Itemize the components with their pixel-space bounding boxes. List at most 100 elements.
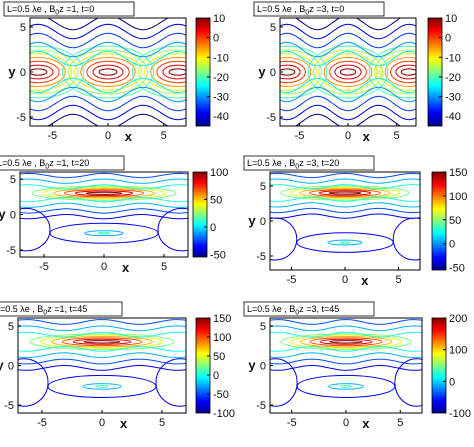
colorbar-tick-label: 0 — [449, 239, 455, 251]
y-tick-label: 5 — [8, 321, 14, 333]
contour-line — [30, 64, 54, 80]
svg-text:L=0.5 λe , B0z =3, t=45: L=0.5 λe , B0z =3, t=45 — [247, 304, 339, 317]
contour-line — [20, 207, 51, 252]
contour-lines — [30, 18, 186, 126]
contour-line — [328, 383, 364, 390]
contour-line — [280, 68, 296, 76]
contour-line — [61, 45, 155, 99]
contour-line — [30, 68, 48, 76]
colorbar-tick-label: 100 — [213, 332, 231, 344]
contour-line — [20, 184, 188, 190]
y-tick-label: 0 — [20, 67, 26, 79]
x-tick-label: 5 — [394, 130, 400, 142]
y-tick-label: 0 — [270, 67, 276, 79]
colorbar: 150 100 50 0 -50 -100 — [195, 313, 235, 420]
contour-line — [313, 49, 383, 95]
panel-6: -5 0 5 5 0 -5 x y L=0.5 λe , B0z =3, t=45 200 100 0… — [243, 301, 471, 431]
contour-line — [20, 178, 188, 184]
contour-line — [53, 188, 155, 199]
contour-line — [85, 191, 123, 195]
contour-line — [61, 337, 143, 347]
contour-line — [42, 186, 166, 200]
contour-line — [395, 64, 416, 80]
contour-line — [280, 77, 416, 94]
contour-line — [299, 187, 391, 199]
contour-line — [98, 68, 118, 76]
contour-line — [30, 49, 79, 95]
contour-line — [144, 53, 186, 91]
plot-area — [30, 18, 186, 126]
contour-line — [280, 50, 416, 67]
contour-line — [31, 185, 177, 201]
contour-line — [30, 23, 186, 40]
contour-line — [394, 358, 422, 407]
contour-line — [270, 365, 422, 371]
contour-line — [20, 208, 188, 214]
colorbar-tick-label: 0 — [213, 370, 219, 382]
contour-lines — [20, 172, 188, 252]
contour-line — [82, 383, 122, 390]
colorbar-tick-label: -20 — [213, 72, 229, 84]
contour-line — [162, 64, 186, 80]
colorbar-tick-label: -100 — [449, 408, 471, 420]
contour-line — [20, 202, 188, 208]
contour-line — [18, 331, 186, 338]
contour-line — [137, 49, 186, 95]
contour-line — [20, 197, 188, 203]
contour-line — [368, 45, 416, 99]
contour-line — [270, 319, 422, 325]
y-tick-label: -5 — [256, 251, 266, 263]
contour-lines — [270, 318, 422, 407]
contour-line — [339, 241, 351, 244]
contour-line — [97, 231, 111, 235]
colorbar-tick-label: 100 — [449, 345, 467, 357]
contour-line — [379, 53, 416, 91]
contour-line — [80, 57, 136, 87]
y-axis-label: y — [248, 213, 256, 228]
contour-line — [318, 53, 378, 91]
contour-line — [155, 358, 186, 407]
colorbar-tick-label: 0 — [213, 33, 219, 45]
x-axis-label: x — [363, 129, 371, 144]
contour-line — [270, 358, 422, 365]
colorbar: 100 50 0 -50 — [192, 167, 228, 261]
contour-line — [280, 49, 322, 95]
x-tick-label: 0 — [342, 274, 348, 286]
colorbar: 10 0 -10 -20 -30 -40 — [195, 13, 229, 127]
contour-line — [270, 213, 420, 219]
contour-line — [329, 340, 363, 344]
y-tick-label: 5 — [260, 321, 266, 333]
colorbar-tick-label: 100 — [449, 191, 467, 203]
contour-line — [280, 86, 416, 103]
x-tick-label: 0 — [345, 130, 351, 142]
y-axis-label: y — [0, 207, 6, 222]
contour-line — [18, 352, 186, 359]
contour-lines — [18, 318, 186, 407]
panel-title: L=0.5 λe , B0z =3, t=20 — [243, 155, 375, 171]
contour-line — [270, 196, 420, 202]
x-tick-label: 5 — [397, 417, 403, 429]
contour-line — [46, 18, 170, 31]
colorbar-tick-label: 0 — [210, 222, 216, 234]
x-tick-label: -5 — [39, 261, 49, 273]
contour-line — [270, 325, 422, 332]
contour-line — [280, 53, 317, 91]
colorbar: 200 100 0 -100 — [431, 313, 471, 420]
colorbar-tick-label: -100 — [213, 408, 235, 420]
y-axis-label: y — [258, 64, 266, 79]
contour-line — [289, 186, 401, 200]
colorbar: 10 0 -10 -20 -30 -40 — [427, 13, 461, 127]
contour-line — [18, 319, 186, 325]
contour-line — [280, 41, 416, 58]
x-tick-label: -5 — [287, 274, 297, 286]
contour-line — [46, 113, 170, 126]
panel-title: L=0.5 λe , B0z =1, t=0 — [3, 1, 135, 17]
contour-line — [83, 340, 121, 344]
contour-line — [74, 53, 142, 91]
colorbar-tick-label: 50 — [213, 351, 225, 363]
contour-line — [30, 45, 85, 99]
contour-line — [390, 60, 416, 84]
contour-line — [309, 337, 383, 347]
